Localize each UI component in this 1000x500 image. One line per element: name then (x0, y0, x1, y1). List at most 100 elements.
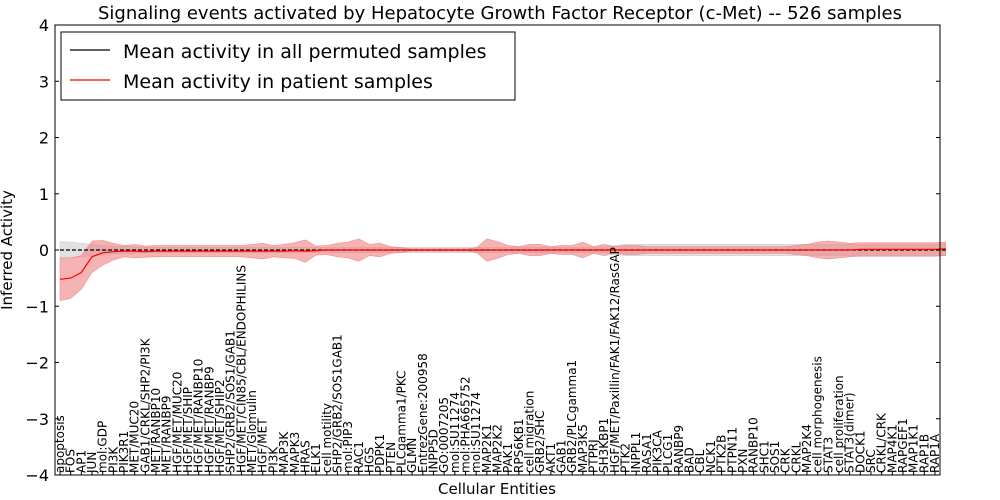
x-tick-label: GAB1 (555, 440, 569, 473)
line-patient (59, 248, 946, 280)
x-tick-label: HGF/MET/SHIP (181, 387, 195, 473)
x-axis-label: Cellular Entities (438, 480, 556, 498)
x-tick-label: STAT3 (821, 437, 835, 473)
x-tick-label: mol:SU11274 (469, 392, 483, 473)
legend: Mean activity in all permuted samples Me… (60, 31, 516, 101)
x-tick-label: GRB2/PLCgamma1 (565, 360, 579, 473)
x-tick-label: SH3KBP1 (597, 418, 611, 473)
y-axis: −4 −3 −2 −1 0 1 2 3 4 (25, 16, 940, 485)
x-tick-label: cell migration (523, 391, 537, 473)
x-tick-label: MET/MUC20 (128, 401, 142, 473)
x-tick-label: apoptosis (53, 415, 67, 473)
x-tick-label: PAK1 (501, 443, 515, 473)
x-tick-label: HGF/MET/CIN85/CBL/ENDOPHILINS (234, 265, 248, 473)
y-tick-label: 4 (39, 16, 49, 35)
series-lines (59, 248, 946, 280)
confidence-bands (59, 238, 946, 301)
y-tick-label: 1 (39, 185, 49, 204)
x-tick-label: MAP2K1 (480, 424, 494, 473)
y-tick-label: −2 (25, 354, 49, 373)
x-tick-label: HGF/MET/RANBP10 (192, 359, 206, 473)
x-tick-label: RAC1 (352, 441, 366, 473)
x-tick-label: mol:GDP (96, 421, 110, 473)
x-tick-label: HRAS (298, 440, 312, 473)
x-tick-label: cell morphogenesis (811, 356, 825, 473)
x-tick-label: PI3K (266, 446, 280, 473)
x-tick-label: PI3K (106, 446, 120, 473)
x-tick-label: GRB2/SHC (533, 410, 547, 473)
x-tick-label: HGF/MET/Paxillin/FAK1/FAK12/RasGAP (608, 247, 622, 473)
x-tick-label: BAD (683, 447, 697, 473)
x-tick-label: CRK (779, 447, 793, 473)
y-tick-label: 3 (39, 72, 49, 91)
x-tick-label: SHP2/GRB2/SOS1GAB1 (330, 334, 344, 473)
band-patient (59, 238, 946, 301)
x-tick-label: STAT3(dimer) (843, 392, 857, 473)
x-tick-label: PTPRJ (587, 439, 601, 473)
x-tick-label: HGS (363, 447, 377, 473)
y-tick-label: −1 (25, 297, 49, 316)
x-tick-label: cell motility (320, 403, 334, 473)
x-tick-label: FOS (64, 449, 78, 473)
x-tick-label: MET/RANBP10 (149, 388, 163, 473)
legend-label-permuted: Mean activity in all permuted samples (123, 41, 486, 63)
y-axis-label: Inferred Activity (0, 190, 16, 310)
x-tick-label: CRKL/CRK (875, 412, 889, 473)
x-tick-label: EntrezGene:200958 (416, 353, 430, 473)
x-tick-label: RAPGEF1 (896, 418, 910, 473)
y-tick-label: −4 (25, 466, 49, 485)
x-tick-label: RASA1 (640, 433, 654, 473)
x-tick-label: PXN (736, 449, 750, 473)
x-tick-label: HGF/MET/RANBP9 (202, 366, 216, 473)
x-tick-label: MAP3K5 (576, 424, 590, 473)
x-tick-label: MET/RANBP9 (160, 396, 174, 473)
x-tick-label: PTEN (384, 442, 398, 473)
x-tick-label: mol:PIP3 (341, 421, 355, 473)
y-tick-label: −3 (25, 410, 49, 429)
x-tick-label: SHC1 (757, 440, 771, 473)
x-tick-label: HGF/MET (256, 418, 270, 473)
x-tick-label: RANBP10 (747, 417, 761, 473)
x-tick-label: RAP1A (928, 433, 942, 473)
x-tick-label: MAP3K (277, 431, 291, 473)
x-tick-label: RANBP9 (672, 425, 686, 473)
x-tick-label: SOS1 (768, 441, 782, 473)
x-tick-label: INPP5D (427, 429, 441, 473)
x-tick-label: PIK3CA (651, 429, 665, 473)
x-tick-label: GO:0007205 (437, 397, 451, 473)
x-tick-label: PTPN11 (725, 427, 739, 473)
x-tick-label: SRC (864, 449, 878, 473)
x-tick-label: PTK2B (715, 435, 729, 473)
x-tick-label: MAP1K1 (907, 424, 921, 473)
x-tick-label: MAP2K2 (491, 424, 505, 473)
x-tick-label: PIK3R1 (117, 431, 131, 473)
x-tick-label: JUN (85, 452, 99, 474)
x-tick-label: MAP4K1 (885, 424, 899, 473)
x-tick-label: RPS6KB1 (512, 418, 526, 473)
x-tick-label: SHP2/GRB2/SOS1/GAB1 (224, 330, 238, 473)
y-tick-label: 2 (39, 129, 49, 148)
x-tick-label: cell proliferation (832, 375, 846, 473)
x-tick-label: PLCG1 (661, 434, 675, 473)
x-tick-label: DOCK1 (853, 430, 867, 473)
x-tick-label: AP1 (74, 450, 88, 473)
x-tick-label: CBL (693, 449, 707, 473)
x-tick-label: HGF/MET/MUC20 (170, 372, 184, 473)
x-tick-label: HGF/MET/SHIP2 (213, 379, 227, 473)
x-tick-label: GAB1/CRKL/SHP2/PI3K (138, 337, 152, 473)
x-tick-label: NCK1 (704, 440, 718, 473)
x-tick-label: mol:PHA665752 (459, 376, 473, 473)
legend-label-patient: Mean activity in patient samples (123, 71, 433, 93)
x-tick-label: CRKL (789, 441, 803, 473)
legend-box (60, 31, 516, 101)
x-tick-label: PTK2 (619, 443, 633, 473)
x-tick-label: AKT1 (544, 443, 558, 473)
x-tick-label: GLMN (405, 438, 419, 473)
x-tick-label: MET/Glomulin (245, 390, 259, 473)
y-tick-label: 0 (39, 241, 49, 260)
x-tick-label: RAP1B (917, 434, 931, 473)
chart-title: Signaling events activated by Hepatocyte… (98, 3, 902, 24)
x-tick-label: mol:SU11274 (448, 392, 462, 473)
x-tick-label: PDPK1 (373, 434, 387, 473)
